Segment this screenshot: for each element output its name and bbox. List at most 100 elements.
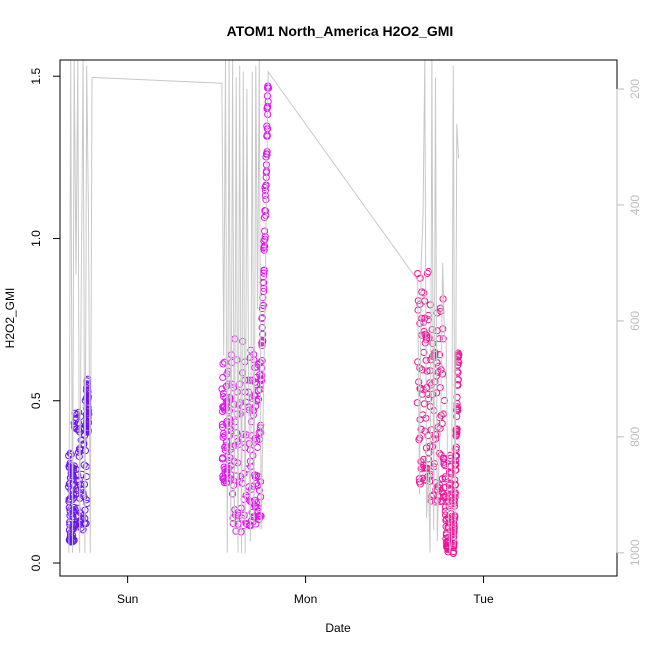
data-point <box>428 325 436 334</box>
data-point <box>428 443 437 451</box>
data-point <box>77 524 85 532</box>
data-point <box>439 455 447 463</box>
data-point <box>74 471 82 479</box>
data-point <box>423 334 431 342</box>
data-point <box>436 384 444 392</box>
points-layer <box>65 82 463 557</box>
y-axis: 0.0 0.5 1.0 1.5 <box>29 68 61 571</box>
chart-title: ATOM1 North_America H2O2_GMI <box>227 23 454 39</box>
data-point <box>434 423 442 431</box>
data-point <box>70 462 78 470</box>
data-point <box>236 380 244 388</box>
data-point <box>258 314 266 322</box>
data-point <box>251 435 259 443</box>
data-point <box>418 314 426 322</box>
data-point <box>421 339 429 347</box>
y2-tick-label: 600 <box>628 311 642 331</box>
x-tick-label: Sun <box>117 592 138 606</box>
data-point <box>252 499 260 507</box>
data-point <box>424 432 432 440</box>
data-point <box>252 402 260 410</box>
data-point <box>439 410 447 418</box>
data-point <box>229 490 237 498</box>
y2-tick-label: 800 <box>628 427 642 447</box>
data-point <box>439 335 447 343</box>
data-point <box>426 301 434 309</box>
data-point <box>221 446 229 454</box>
data-point <box>242 491 250 499</box>
data-point <box>423 269 431 277</box>
data-point <box>441 475 449 483</box>
data-point <box>423 367 431 375</box>
y-tick-label: 0.0 <box>29 554 43 571</box>
data-point <box>254 443 262 451</box>
data-point <box>418 366 426 374</box>
data-point <box>438 370 447 378</box>
data-point <box>70 536 78 545</box>
data-point <box>66 449 74 457</box>
data-point <box>219 373 227 382</box>
data-point <box>260 243 268 251</box>
data-point <box>232 429 241 437</box>
data-point <box>452 443 460 451</box>
data-point <box>258 357 266 365</box>
data-point <box>416 364 424 372</box>
y-tick-label: 0.5 <box>29 392 43 409</box>
data-point <box>239 430 247 439</box>
data-point <box>229 519 237 528</box>
data-point <box>262 182 270 190</box>
y2-axis: 200 400 600 800 1000 <box>616 79 642 566</box>
y2-tick-label: 1000 <box>628 539 642 566</box>
data-point <box>258 304 266 313</box>
data-point <box>255 486 263 494</box>
data-point <box>219 360 227 368</box>
data-point <box>69 490 78 498</box>
data-point <box>453 425 461 433</box>
data-point <box>67 450 75 459</box>
data-point <box>258 324 266 332</box>
x-axis: Sun Mon Tue <box>117 575 494 606</box>
data-point <box>417 425 425 433</box>
data-point <box>414 358 422 366</box>
data-point <box>82 462 90 471</box>
data-point <box>433 309 441 317</box>
data-point <box>450 500 458 508</box>
y-axis-label: H2O2_GMI <box>3 288 17 349</box>
data-point <box>82 496 90 504</box>
x-tick-label: Mon <box>294 592 317 606</box>
data-point <box>70 522 78 530</box>
y2-tick-label: 200 <box>628 79 642 99</box>
data-point <box>449 549 457 557</box>
data-point <box>261 227 269 235</box>
y-tick-label: 1.0 <box>29 230 43 247</box>
data-point <box>427 492 436 500</box>
data-point <box>261 192 269 200</box>
data-point <box>431 378 439 386</box>
data-point <box>424 316 432 324</box>
data-point <box>262 196 270 204</box>
data-point <box>454 353 462 361</box>
data-point <box>420 400 428 408</box>
data-point <box>421 297 429 305</box>
data-point <box>70 525 78 533</box>
data-point <box>421 427 429 435</box>
data-point <box>225 407 233 415</box>
x-tick-label: Tue <box>473 592 494 606</box>
data-point <box>261 207 269 215</box>
data-point <box>258 377 266 385</box>
data-point <box>241 358 249 366</box>
data-point <box>453 393 461 401</box>
data-point <box>424 390 432 398</box>
data-point <box>423 331 431 339</box>
data-point <box>260 266 268 274</box>
data-point <box>416 274 424 282</box>
data-point <box>258 372 266 380</box>
data-point <box>225 456 233 465</box>
data-point <box>454 349 462 357</box>
data-point <box>441 462 449 470</box>
pressure-line-layer <box>68 59 460 553</box>
data-point <box>70 423 79 431</box>
data-point <box>258 364 266 372</box>
data-point <box>79 436 87 444</box>
